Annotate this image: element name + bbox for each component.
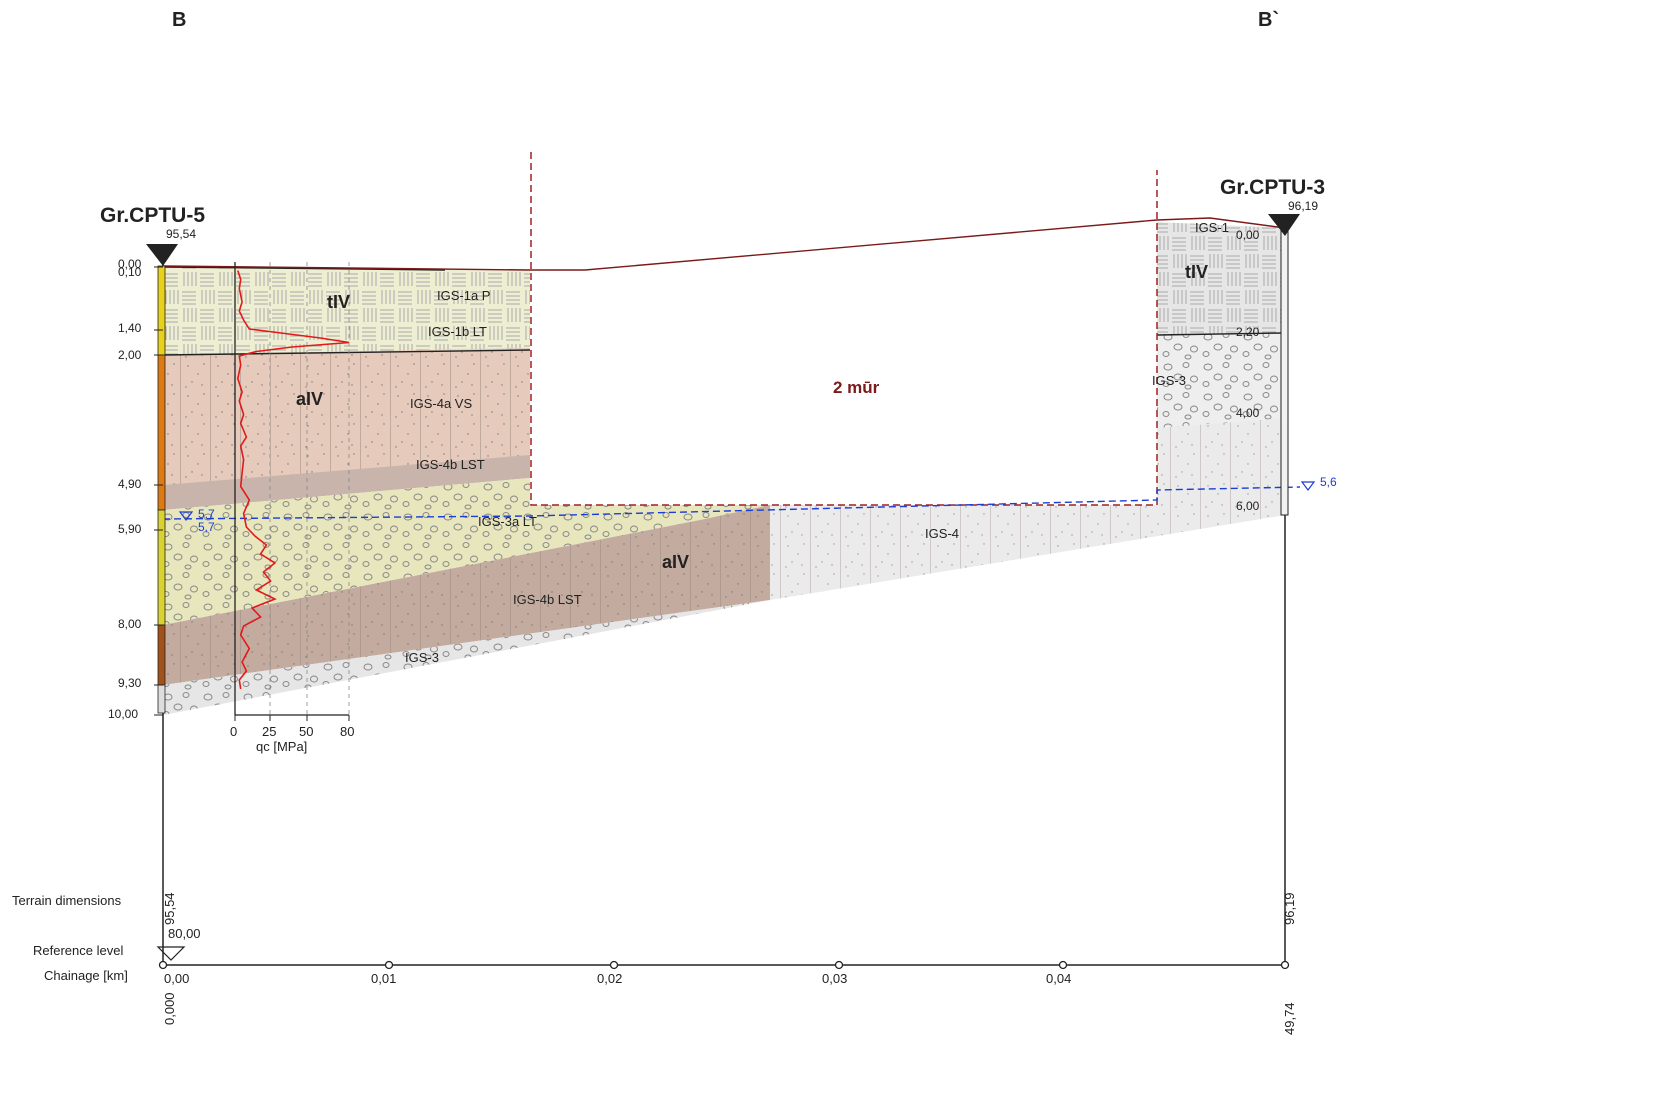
cpt-qc-profile xyxy=(236,270,350,690)
label-tiv: tIV xyxy=(327,292,350,312)
label-igs-3: IGS-3 xyxy=(405,650,439,665)
boundary-right-tiv-bottom xyxy=(1156,332,1286,336)
layer-labels: IGS-1a P IGS-1b LT tIV aIV IGS-4a VS IGS… xyxy=(296,220,1229,665)
reference-level-marker xyxy=(156,946,186,961)
layer-igs-4-right-pattern xyxy=(1157,418,1285,515)
label-aiv: aIV xyxy=(296,389,323,409)
cpt-tick: 0 xyxy=(230,724,237,739)
depth-label: 10,00 xyxy=(108,707,138,721)
terrain-line xyxy=(162,217,1286,271)
cpt-tick: 50 xyxy=(299,724,313,739)
depth-label: 4,90 xyxy=(118,477,142,491)
borehole-left-elevation: 95,54 xyxy=(166,227,196,241)
borehole-right-column xyxy=(1280,229,1289,516)
reference-level-value: 80,00 xyxy=(168,926,201,941)
chainage-right-value: 49,74 xyxy=(1282,1002,1297,1035)
section-start-label: B xyxy=(172,9,186,31)
borehole-left-depths: 0,00 0,10 1,40 2,00 4,90 5,90 8,00 9,30 … xyxy=(108,257,215,721)
chainage-tick: 0,00 xyxy=(164,971,189,986)
layer-igs-4-pattern xyxy=(770,490,1285,600)
label-tiv-2: tIV xyxy=(1185,262,1208,282)
section-end-label: B` xyxy=(1258,9,1279,31)
borehole-right-elevation: 96,19 xyxy=(1288,199,1318,213)
depth-label: 9,30 xyxy=(118,676,142,690)
water-level-left-value: 5,7 xyxy=(198,507,215,521)
borehole-left-column-lst xyxy=(157,624,166,686)
layer-igs-4b-lower-pattern xyxy=(163,505,770,685)
label-igs-3a: IGS-3a LT xyxy=(478,514,537,529)
layer-tiv-right-pattern xyxy=(1157,222,1285,335)
label-igs-1a: IGS-1a P xyxy=(437,288,490,303)
label-igs-4b-2: IGS-4b LST xyxy=(513,592,582,607)
borehole-left-marker xyxy=(146,244,178,266)
chainage-tick: 0,02 xyxy=(597,971,622,986)
depth-label: 0,00 xyxy=(118,257,142,271)
cpt-tick: 80 xyxy=(340,724,354,739)
label-igs-3-right: IGS-3 xyxy=(1152,373,1186,388)
depth-label: 5,90 xyxy=(118,522,142,536)
chainage-left-value: 0,000 xyxy=(162,992,177,1025)
label-igs-1b: IGS-1b LT xyxy=(428,324,487,339)
terrain-left-value: 95,54 xyxy=(162,892,177,925)
chainage-tick: 0,03 xyxy=(822,971,847,986)
water-level-right-icon xyxy=(1300,481,1316,491)
borehole-left: Gr.CPTU-5 95,54 xyxy=(100,204,205,965)
soil-layers xyxy=(162,217,1286,715)
reference-level-title: Reference level xyxy=(33,943,123,958)
wall-outline xyxy=(530,152,1158,506)
label-igs-4: IGS-4 xyxy=(925,526,959,541)
boundary-tiv-bottom xyxy=(162,349,531,356)
boundary-tiv-top xyxy=(162,266,446,271)
borehole-left-column-bottom xyxy=(157,684,166,714)
cpt-plot: 0 25 50 80 qc [MPa] xyxy=(230,262,354,754)
water-level-left-icon xyxy=(178,511,194,521)
layer-tiv-fill-pattern xyxy=(163,267,530,355)
cpt-tick: 25 xyxy=(262,724,276,739)
depth-label: 0,10 xyxy=(118,265,142,279)
chainage-title: Chainage [km] xyxy=(44,968,128,983)
label-igs-4b: IGS-4b LST xyxy=(416,457,485,472)
chainage-axis: 0,00 0,01 0,02 0,03 0,04 xyxy=(156,946,1290,986)
depth-label: 0,00 xyxy=(1236,228,1260,242)
chainage-tick: 0,01 xyxy=(371,971,396,986)
borehole-right: Gr.CPTU-3 96,19 0,00 2,20 4,00 6,00 5,6 xyxy=(1220,176,1337,965)
layer-igs-3a-pattern xyxy=(163,478,770,625)
borehole-left-name: Gr.CPTU-5 xyxy=(100,204,205,227)
chainage-tick: 0,04 xyxy=(1046,971,1071,986)
layer-igs-4a-pattern xyxy=(163,348,530,485)
label-igs-4a: IGS-4a VS xyxy=(410,396,472,411)
water-level-right-value: 5,6 xyxy=(1320,475,1337,489)
terrain-right-value: 96,19 xyxy=(1282,892,1297,925)
borehole-left-column-tiv xyxy=(157,265,166,356)
water-level-left-value-2: 5,7 xyxy=(198,520,215,534)
borehole-right-name: Gr.CPTU-3 xyxy=(1220,176,1325,199)
layer-igs-4b-upper xyxy=(163,455,530,510)
depth-label: 8,00 xyxy=(118,617,142,631)
borehole-left-column-aiv xyxy=(157,354,166,511)
wall-label: 2 mūr xyxy=(833,378,880,397)
terrain-dimensions-title: Terrain dimensions xyxy=(12,893,122,908)
depth-label: 2,20 xyxy=(1236,325,1260,339)
water-levels xyxy=(162,486,1301,520)
layer-igs-3-right-pattern xyxy=(1157,333,1285,428)
layer-igs-3-bottom-pattern xyxy=(163,600,770,715)
depth-label: 1,40 xyxy=(118,321,142,335)
depth-label: 4,00 xyxy=(1236,406,1260,420)
depth-label: 2,00 xyxy=(118,348,142,362)
label-aiv-2: aIV xyxy=(662,552,689,572)
label-igs-1: IGS-1 xyxy=(1195,220,1229,235)
borehole-right-marker xyxy=(1268,214,1300,236)
borehole-left-column-gravel xyxy=(157,509,166,626)
cpt-axis-label: qc [MPa] xyxy=(256,739,307,754)
depth-label: 6,00 xyxy=(1236,499,1260,513)
